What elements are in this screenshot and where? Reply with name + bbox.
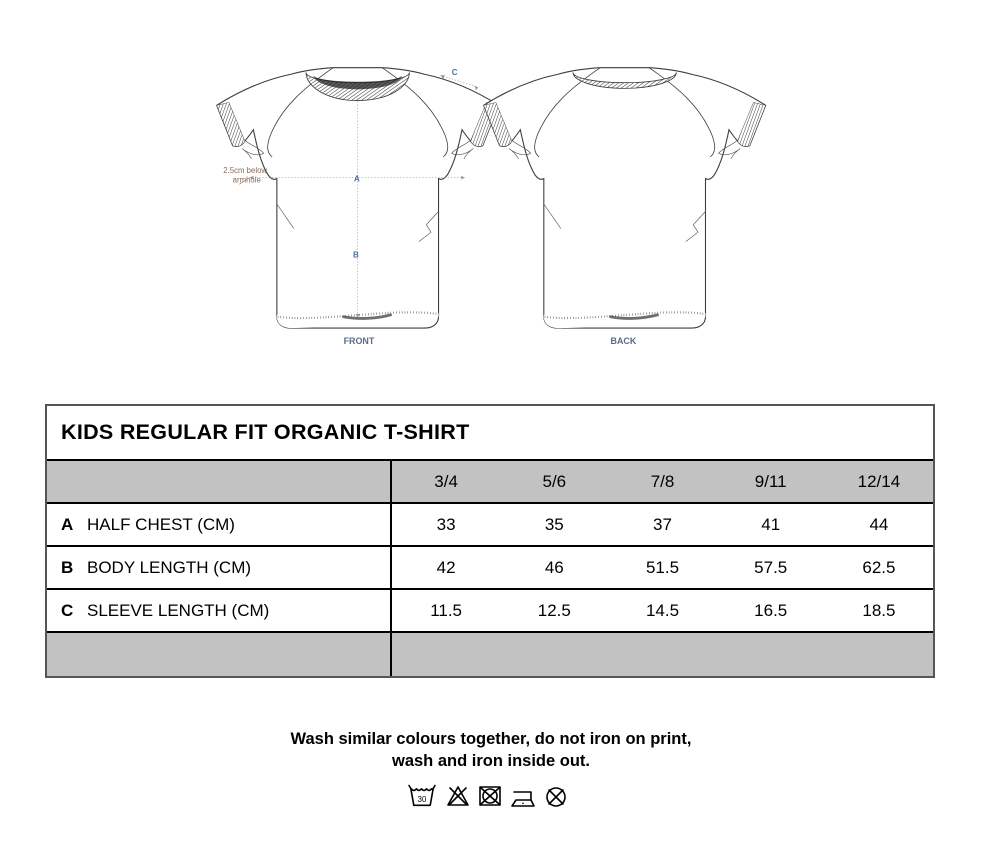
- svg-text:30: 30: [418, 795, 427, 804]
- svg-text:B: B: [353, 251, 359, 260]
- svg-text:2.5cm below: 2.5cm below: [223, 166, 267, 175]
- svg-text:BACK: BACK: [611, 336, 637, 346]
- svg-text:FRONT: FRONT: [344, 336, 375, 346]
- svg-text:C: C: [452, 68, 458, 77]
- svg-text:armhole: armhole: [233, 175, 261, 184]
- svg-text:A: A: [354, 174, 360, 183]
